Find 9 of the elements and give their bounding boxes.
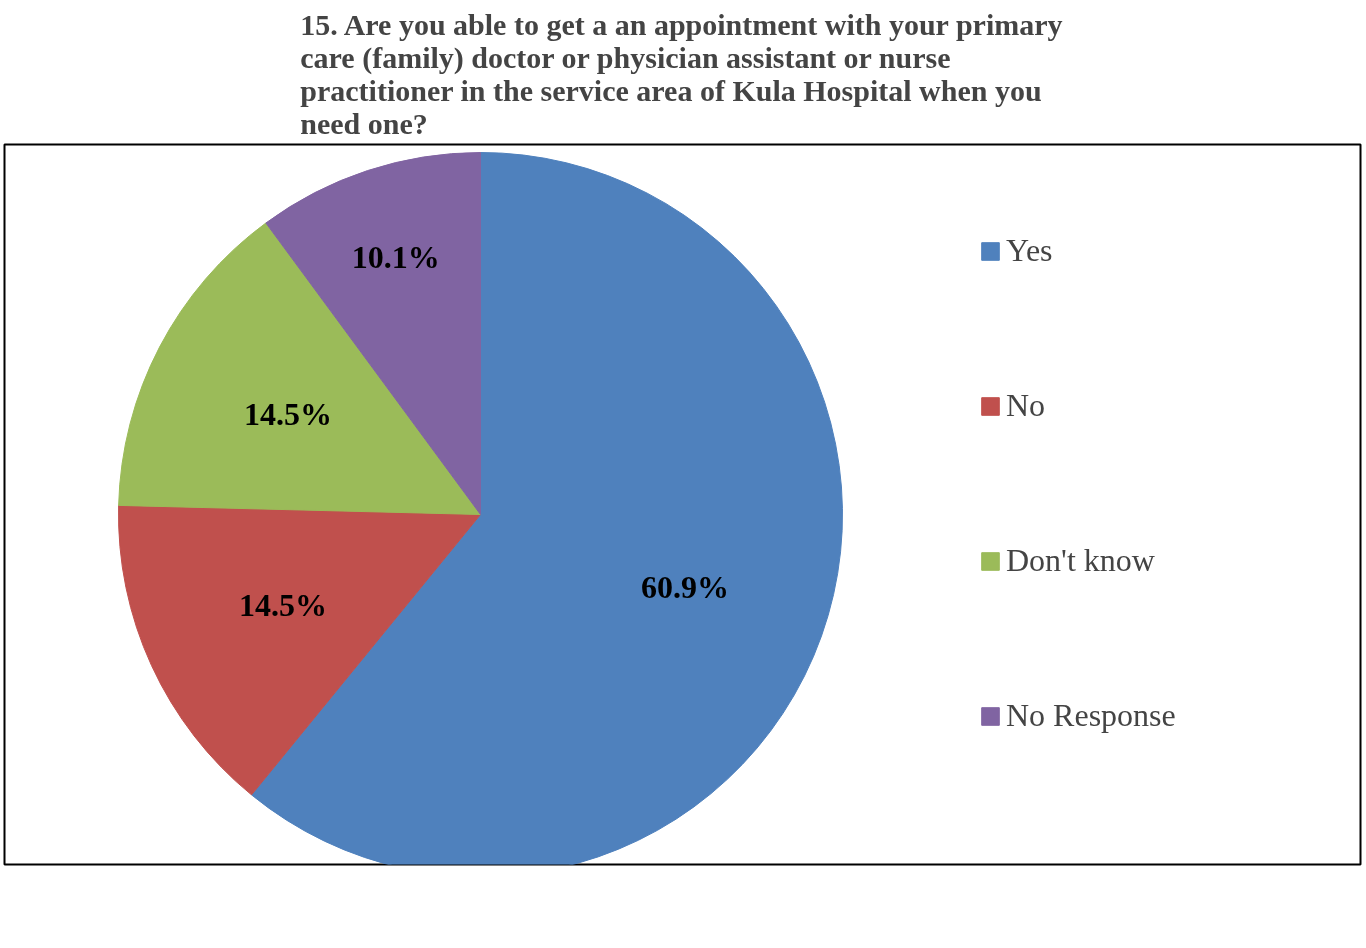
legend-label: No	[1006, 387, 1046, 424]
data-label: 10.1%	[351, 238, 440, 275]
legend-label: Don't know	[1006, 542, 1155, 579]
chart-title: 15. Are you able to get a an appointment with your primary care (family) doctor or physician assistant or nurse practitioner in the service area of Kula Hospital when you need one?	[300, 7, 1063, 140]
data-label: 14.5%	[239, 587, 328, 624]
data-label: 60.9%	[641, 569, 730, 606]
legend-label: No Response	[1006, 697, 1176, 734]
data-label: 14.5%	[243, 396, 332, 433]
legend-label: Yes	[1006, 232, 1053, 269]
